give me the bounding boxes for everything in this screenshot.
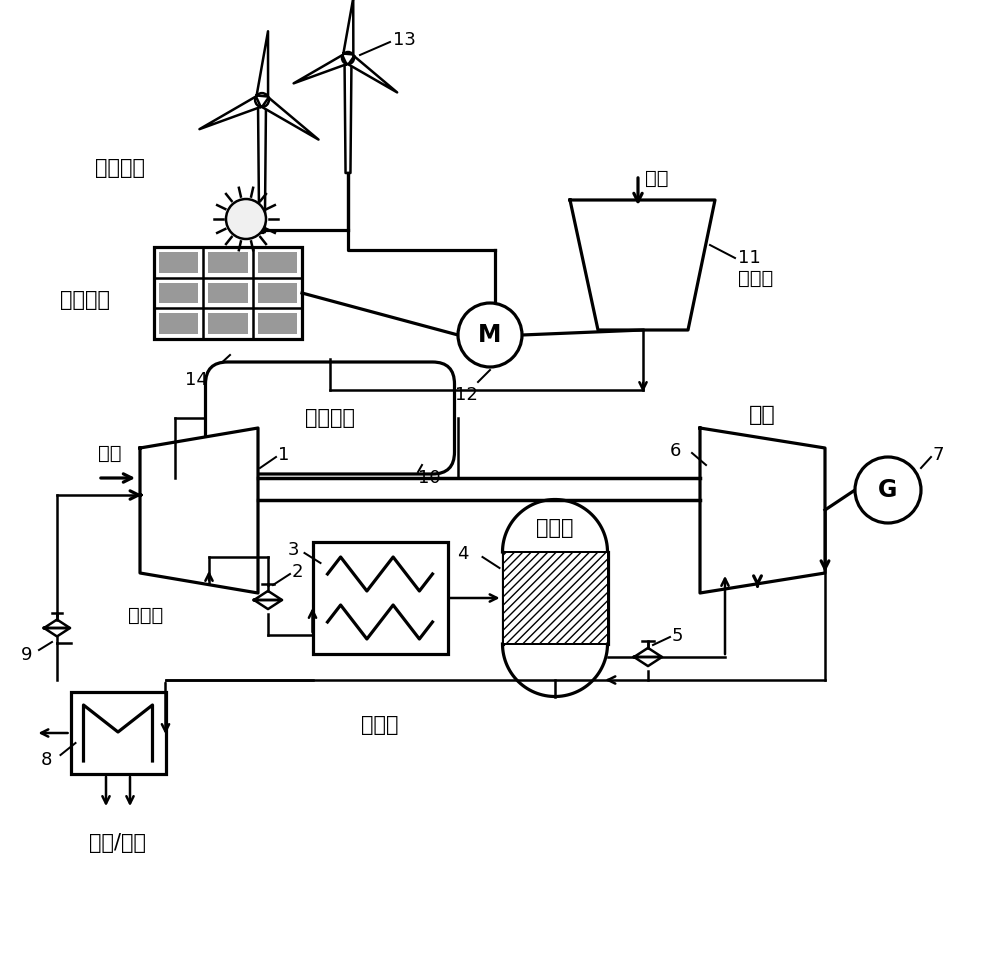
Polygon shape: [44, 628, 70, 636]
Text: 1: 1: [278, 446, 289, 464]
Polygon shape: [262, 97, 319, 139]
Text: 6: 6: [670, 442, 681, 460]
Text: 压缩机: 压缩机: [128, 606, 163, 624]
Circle shape: [458, 303, 522, 367]
Polygon shape: [344, 58, 352, 173]
Circle shape: [855, 457, 921, 523]
Polygon shape: [257, 31, 268, 96]
Text: 风力发电: 风力发电: [95, 158, 145, 178]
Circle shape: [342, 52, 354, 64]
Text: 5: 5: [672, 627, 684, 645]
Bar: [154, 247, 302, 339]
Bar: [258, 314, 297, 334]
Polygon shape: [503, 500, 608, 696]
Text: 空气: 空气: [98, 443, 122, 463]
Bar: [159, 282, 198, 303]
Text: 12: 12: [455, 386, 478, 404]
Bar: [159, 252, 198, 273]
Text: 4: 4: [458, 545, 469, 563]
Circle shape: [255, 94, 269, 107]
Text: 14: 14: [185, 371, 208, 389]
Text: 供热/制冷: 供热/制冷: [90, 833, 146, 853]
Bar: [159, 314, 198, 334]
Bar: [258, 252, 297, 273]
Polygon shape: [44, 619, 70, 628]
Bar: [208, 282, 248, 303]
Polygon shape: [294, 56, 346, 84]
Text: 储气裃置: 储气裃置: [305, 408, 355, 428]
Bar: [312, 542, 448, 654]
Polygon shape: [634, 657, 662, 666]
Text: M: M: [478, 323, 502, 347]
Polygon shape: [258, 100, 266, 232]
Polygon shape: [254, 591, 282, 600]
Text: 7: 7: [933, 446, 944, 464]
Text: 空气: 空气: [645, 169, 668, 188]
Polygon shape: [254, 600, 282, 609]
Text: 11: 11: [738, 249, 761, 267]
Text: 10: 10: [418, 469, 441, 487]
FancyBboxPatch shape: [206, 362, 454, 474]
Bar: [70, 692, 166, 774]
Text: 回热器: 回热器: [361, 715, 399, 735]
Text: G: G: [878, 478, 898, 502]
Polygon shape: [343, 0, 353, 55]
Polygon shape: [634, 648, 662, 657]
Text: 反应堆: 反应堆: [536, 518, 574, 538]
Text: 13: 13: [393, 31, 416, 49]
Bar: [208, 314, 248, 334]
Text: 2: 2: [292, 563, 304, 581]
Polygon shape: [570, 200, 715, 330]
Text: 光伏发电: 光伏发电: [60, 290, 110, 310]
Text: 9: 9: [21, 646, 32, 664]
Circle shape: [226, 199, 266, 239]
Text: 透平: 透平: [749, 405, 775, 425]
Polygon shape: [348, 56, 397, 93]
Polygon shape: [140, 428, 258, 593]
Polygon shape: [199, 96, 261, 130]
Bar: [208, 252, 248, 273]
Text: 压缩机: 压缩机: [738, 269, 773, 287]
Polygon shape: [700, 428, 825, 593]
Bar: [503, 552, 608, 644]
Text: 8: 8: [40, 751, 52, 769]
Text: 3: 3: [288, 541, 299, 559]
Bar: [258, 282, 297, 303]
